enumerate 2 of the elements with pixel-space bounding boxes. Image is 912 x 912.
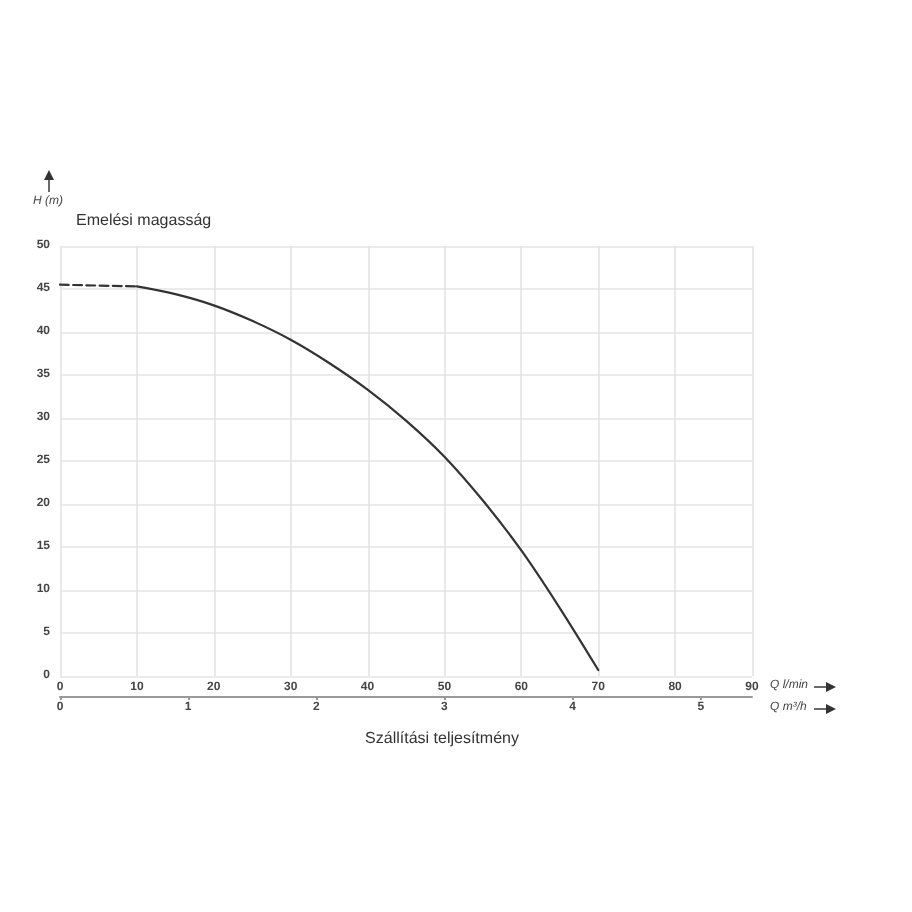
y-axis-title: Emelési magasság xyxy=(76,211,212,229)
x-axis-title: Szállítási teljesítmény xyxy=(365,729,519,747)
